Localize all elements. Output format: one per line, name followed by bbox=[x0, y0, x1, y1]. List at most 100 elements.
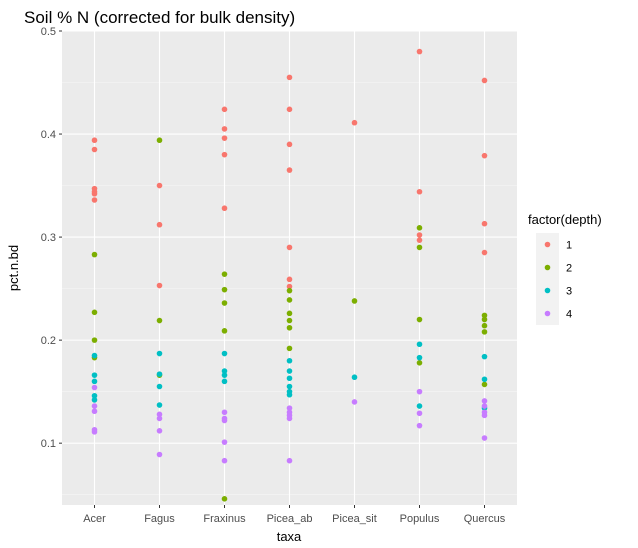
data-point bbox=[286, 405, 293, 411]
y-axis-label: pct.n.bd bbox=[6, 245, 21, 291]
data-point bbox=[416, 422, 423, 429]
legend-label: 4 bbox=[566, 309, 572, 321]
data-point bbox=[481, 77, 488, 84]
data-point bbox=[286, 457, 293, 464]
data-point bbox=[416, 232, 423, 238]
data-point bbox=[156, 411, 163, 418]
data-point bbox=[156, 383, 163, 390]
y-tick-label: 0.3 bbox=[41, 232, 56, 244]
x-tick-label: Picea_sit bbox=[332, 513, 377, 525]
data-point bbox=[481, 322, 488, 329]
data-point bbox=[416, 388, 423, 395]
data-point bbox=[481, 398, 488, 404]
x-axis-ticks: Acer Fagus Fraxinus Picea_ab Picea_sit Populu… bbox=[83, 505, 506, 525]
data-point bbox=[286, 357, 293, 364]
data-point bbox=[416, 360, 423, 366]
data-point bbox=[156, 182, 163, 189]
data-point bbox=[221, 328, 228, 334]
data-point bbox=[286, 324, 293, 331]
data-point bbox=[481, 249, 488, 256]
data-point bbox=[416, 244, 423, 251]
data-point bbox=[221, 372, 228, 378]
data-point bbox=[221, 368, 228, 374]
data-point bbox=[481, 412, 488, 419]
y-axis-ticks: 0.1 0.2 0.3 0.4 0.5 bbox=[41, 26, 62, 450]
legend-label: 3 bbox=[566, 286, 572, 298]
data-point bbox=[286, 74, 293, 81]
data-point bbox=[416, 188, 423, 195]
legend-label: 2 bbox=[566, 263, 572, 275]
y-tick-label: 0.5 bbox=[41, 26, 56, 38]
data-point bbox=[156, 428, 163, 434]
data-point bbox=[91, 372, 98, 378]
data-point bbox=[416, 403, 423, 409]
data-point bbox=[416, 48, 423, 55]
data-point bbox=[286, 276, 293, 283]
data-point bbox=[221, 417, 228, 424]
data-point bbox=[221, 457, 228, 464]
data-point bbox=[481, 220, 488, 227]
data-point bbox=[91, 392, 98, 399]
data-point bbox=[221, 350, 228, 357]
data-point bbox=[286, 106, 293, 113]
data-point bbox=[286, 368, 293, 374]
data-point bbox=[416, 237, 423, 243]
x-tick-label: Picea_ab bbox=[267, 513, 313, 525]
data-points bbox=[91, 48, 488, 502]
y-tick-label: 0.4 bbox=[41, 129, 56, 141]
legend-label: 1 bbox=[566, 240, 572, 252]
y-tick-label: 0.2 bbox=[41, 335, 56, 347]
data-point bbox=[481, 329, 488, 335]
data-point bbox=[91, 378, 98, 385]
data-point bbox=[481, 381, 488, 388]
data-point bbox=[351, 374, 358, 381]
data-point bbox=[351, 399, 358, 405]
data-point bbox=[156, 350, 163, 357]
data-point bbox=[286, 167, 293, 173]
data-point bbox=[286, 415, 293, 422]
data-point bbox=[156, 451, 163, 458]
data-point bbox=[91, 191, 98, 197]
data-point bbox=[221, 439, 228, 445]
data-point bbox=[221, 205, 228, 212]
data-point bbox=[286, 244, 293, 251]
data-point bbox=[286, 345, 293, 352]
data-point bbox=[481, 376, 488, 383]
data-point bbox=[416, 225, 423, 231]
data-point bbox=[351, 119, 358, 126]
data-point bbox=[91, 197, 98, 203]
data-point bbox=[481, 312, 488, 319]
data-point bbox=[91, 137, 98, 144]
data-point bbox=[91, 309, 98, 316]
legend-swatch bbox=[544, 287, 551, 294]
data-point bbox=[221, 151, 228, 158]
data-point bbox=[221, 135, 228, 141]
data-point bbox=[286, 375, 293, 382]
data-point bbox=[156, 317, 163, 324]
data-point bbox=[221, 126, 228, 132]
data-point bbox=[286, 297, 293, 303]
data-point bbox=[91, 408, 98, 415]
x-tick-label: Populus bbox=[400, 513, 440, 525]
y-tick-label: 0.1 bbox=[41, 438, 56, 450]
data-point bbox=[221, 496, 228, 502]
data-point bbox=[286, 283, 293, 290]
data-point bbox=[91, 352, 98, 359]
legend-title: factor(depth) bbox=[528, 212, 602, 227]
data-point bbox=[286, 141, 293, 148]
x-tick-label: Acer bbox=[83, 513, 106, 525]
data-point bbox=[286, 391, 293, 398]
chart-title: Soil % N (corrected for bulk density) bbox=[24, 8, 295, 27]
data-point bbox=[221, 271, 228, 277]
data-point bbox=[351, 298, 358, 304]
x-tick-label: Quercus bbox=[464, 513, 506, 525]
data-point bbox=[481, 152, 488, 159]
x-tick-label: Fraxinus bbox=[203, 513, 246, 525]
data-point bbox=[481, 316, 488, 323]
data-point bbox=[156, 371, 163, 377]
data-point bbox=[91, 384, 98, 391]
data-point bbox=[481, 403, 488, 409]
data-point bbox=[91, 251, 98, 258]
data-point bbox=[91, 146, 98, 153]
data-point bbox=[481, 435, 488, 441]
